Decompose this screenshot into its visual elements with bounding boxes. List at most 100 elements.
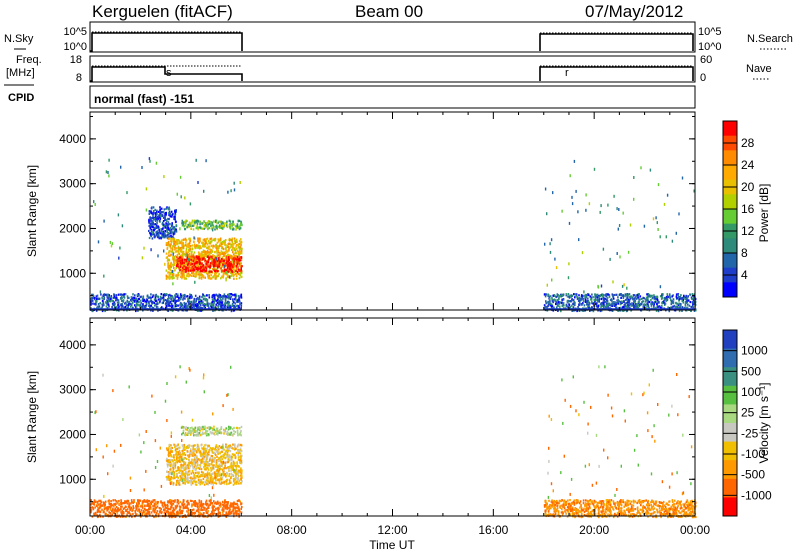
data-cell [172, 296, 174, 299]
data-cell [170, 243, 172, 246]
data-cell [585, 300, 588, 303]
data-cell [101, 508, 103, 511]
data-cell [572, 513, 574, 516]
data-cell [653, 305, 655, 308]
data-cell [556, 306, 558, 309]
data-cell [548, 295, 551, 298]
data-cell [174, 297, 176, 300]
data-cell [182, 245, 184, 248]
data-cell [174, 240, 177, 244]
data-cell [655, 309, 658, 312]
data-cell [138, 508, 140, 511]
data-cell [229, 504, 231, 507]
data-cell [201, 227, 203, 230]
data-cell [205, 508, 208, 511]
data-cell [557, 301, 560, 304]
data-cell [106, 514, 108, 517]
data-cell [236, 272, 238, 275]
data-cell [562, 307, 565, 310]
data-cell [656, 301, 659, 304]
data-cell [211, 255, 214, 258]
data-cell [195, 509, 198, 513]
noise-tick-top-left: 10^5 [63, 26, 87, 38]
data-cell [217, 509, 220, 512]
data-cell [213, 512, 215, 515]
data-cell [227, 190, 229, 194]
data-cell [192, 228, 195, 231]
data-cell [232, 228, 235, 231]
data-cell [184, 293, 186, 297]
data-cell [136, 293, 139, 297]
data-cell [230, 502, 232, 505]
data-cell [201, 274, 203, 277]
data-cell [169, 301, 171, 304]
data-cell [686, 306, 689, 309]
data-cell [131, 301, 134, 305]
data-cell [230, 255, 233, 258]
data-cell [141, 513, 143, 516]
data-cell [233, 264, 236, 268]
data-cell [179, 500, 182, 504]
data-cell [148, 229, 150, 233]
data-cell [208, 258, 210, 261]
data-cell [173, 276, 175, 280]
data-cell [197, 273, 200, 276]
data-cell [106, 296, 109, 299]
data-cell [605, 304, 608, 307]
data-cell [209, 277, 211, 280]
data-cell [192, 271, 195, 274]
data-cell [174, 269, 176, 272]
data-cell [236, 225, 238, 228]
data-cell [183, 503, 186, 506]
data-cell [608, 302, 611, 305]
data-cell [144, 306, 147, 309]
data-cell [132, 293, 134, 296]
data-cell [154, 296, 157, 299]
data-cell [230, 310, 233, 313]
data-cell [151, 233, 153, 236]
data-cell [626, 286, 628, 290]
data-cell [175, 274, 178, 277]
data-cell [169, 229, 171, 232]
data-cell [197, 502, 199, 505]
data-cell [213, 509, 215, 512]
data-cell [156, 219, 159, 222]
data-cell [235, 277, 238, 280]
data-cell [235, 252, 238, 255]
data-cell [169, 502, 172, 505]
data-cell [655, 295, 657, 298]
data-cell [126, 508, 129, 511]
data-cell [684, 297, 686, 301]
data-cell [162, 233, 165, 236]
data-cell [159, 217, 162, 220]
data-cell [207, 245, 210, 248]
data-cell [585, 293, 587, 296]
data-cell [596, 298, 599, 301]
data-cell [111, 242, 114, 246]
data-cell [103, 506, 106, 509]
data-cell [177, 245, 180, 248]
data-cell [126, 303, 128, 306]
data-cell [106, 306, 109, 310]
data-cell [117, 501, 119, 504]
data-cell [190, 254, 193, 257]
data-cell [206, 304, 209, 307]
data-cell [151, 500, 154, 503]
data-cell [206, 246, 209, 250]
data-cell [169, 266, 171, 270]
data-cell [546, 305, 548, 309]
data-cell [141, 506, 144, 509]
data-cell [128, 300, 131, 304]
data-cell [203, 253, 205, 257]
data-cell [156, 225, 158, 228]
data-cell [599, 506, 602, 509]
data-cell [157, 210, 160, 213]
data-cell [680, 294, 682, 297]
data-cell [196, 246, 198, 249]
data-cell [196, 262, 198, 265]
data-cell [132, 501, 134, 505]
data-cell [197, 257, 199, 260]
data-cell [163, 508, 166, 512]
data-cell [222, 513, 224, 516]
data-cell [651, 301, 653, 304]
